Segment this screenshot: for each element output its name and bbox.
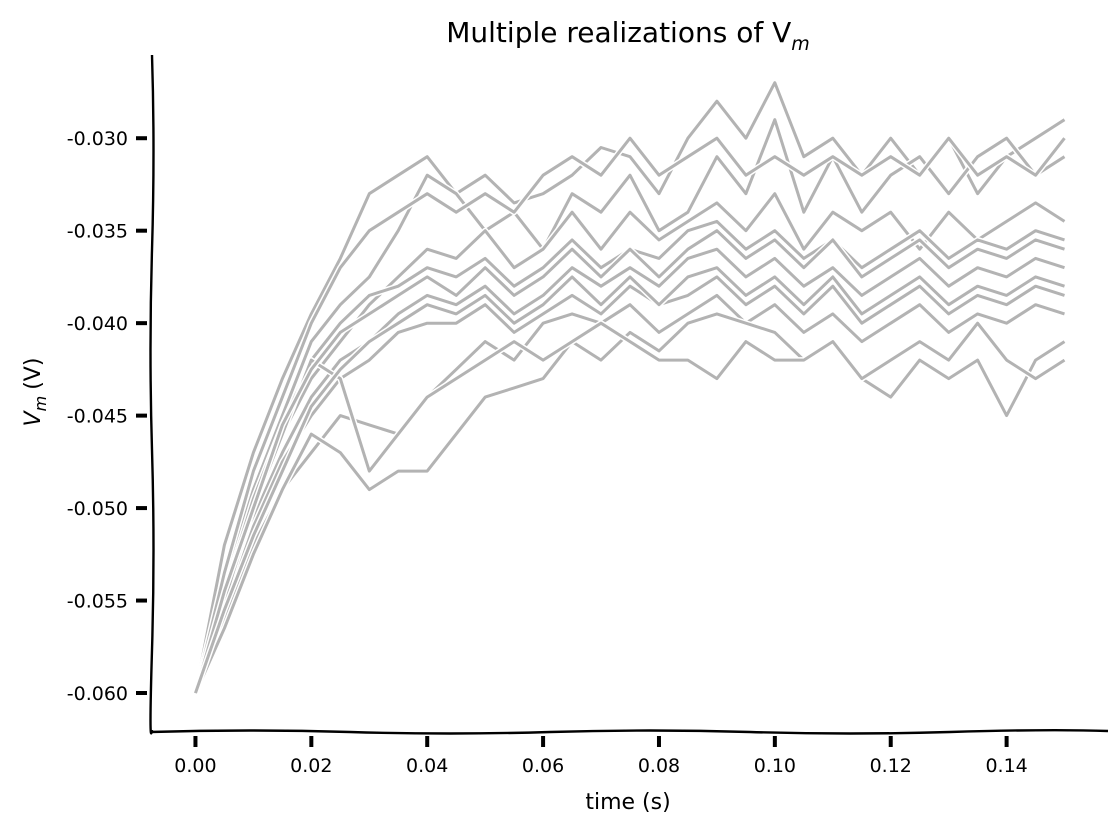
x-axis-label: time (s) (585, 790, 670, 815)
y-tick-label: -0.050 (67, 498, 128, 520)
series-line-halo (192, 116, 1067, 694)
y-tick-label: -0.055 (67, 591, 128, 613)
series-line-11 (194, 229, 1065, 694)
y-axis-label-main: V (21, 409, 46, 426)
series-line-5 (194, 247, 1065, 694)
y-axis-label-subscript: m (31, 396, 50, 412)
series-line-2 (194, 118, 1066, 694)
chart-title: Multiple realizations of Vm (446, 16, 810, 55)
x-ticks: 0.00 0.02 0.04 0.06 0.08 0.10 0.12 0.14 (174, 736, 1028, 777)
series-line-10 (194, 136, 1066, 694)
x-tick-label: 0.00 (174, 755, 216, 777)
y-tick-label: -0.030 (67, 128, 128, 150)
x-tick-label: 0.04 (406, 755, 448, 777)
x-tick-label: 0.14 (985, 755, 1027, 777)
y-axis-label: Vm (V) (21, 358, 50, 427)
y-tick-label: -0.035 (67, 221, 128, 243)
x-axis-line (149, 729, 1109, 735)
x-tick-label: 0.06 (522, 755, 564, 777)
chart-title-text: Multiple realizations of V (446, 16, 791, 49)
series-line-12 (194, 266, 1065, 694)
chart-title-subscript: m (791, 33, 810, 55)
x-tick-label: 0.10 (754, 755, 796, 777)
x-tick-label: 0.08 (638, 755, 680, 777)
series-line-halo (192, 135, 1067, 694)
y-tick-label: -0.040 (67, 313, 128, 335)
x-tick-label: 0.12 (870, 755, 912, 777)
y-axis-line (149, 54, 155, 735)
x-tick-label: 0.02 (290, 755, 332, 777)
y-axis-label-suffix: (V) (21, 358, 46, 390)
y-tick-label: -0.060 (67, 683, 128, 705)
series-line-8 (194, 312, 1066, 694)
series-line-3 (194, 192, 1066, 694)
y-ticks: -0.030 -0.035 -0.040 -0.045 -0.050 -0.055 -0.0… (67, 128, 147, 705)
series-lines (192, 79, 1067, 695)
y-tick-label: -0.045 (67, 406, 128, 428)
series-line-9 (194, 321, 1066, 694)
series-line-7 (194, 293, 1065, 694)
